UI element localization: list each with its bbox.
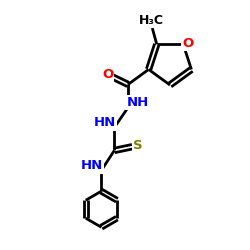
Text: NH: NH	[126, 96, 149, 109]
Text: H₃C: H₃C	[139, 14, 164, 26]
Text: O: O	[102, 68, 113, 82]
Text: HN: HN	[94, 116, 116, 130]
Text: HN: HN	[81, 160, 103, 172]
Text: S: S	[133, 139, 143, 152]
Text: O: O	[182, 36, 193, 50]
